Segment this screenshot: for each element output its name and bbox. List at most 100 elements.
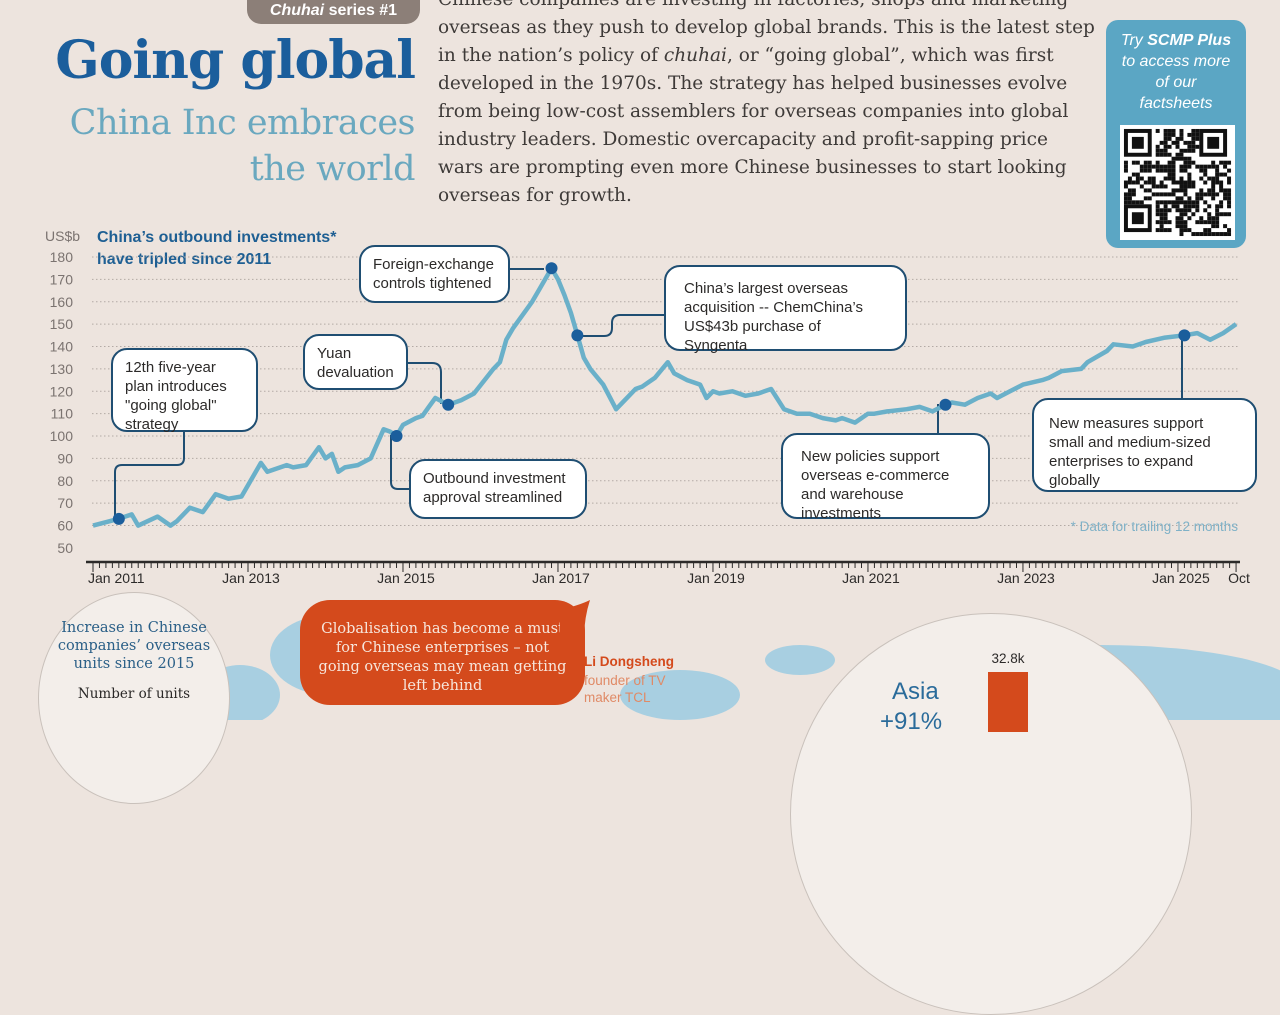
qr-module <box>1147 188 1152 193</box>
qr-module <box>1175 204 1180 209</box>
qr-module <box>1171 200 1176 205</box>
qr-module <box>1215 232 1220 237</box>
qr-module <box>1135 180 1140 185</box>
qr-module <box>1155 220 1160 225</box>
qr-module <box>1147 196 1152 201</box>
qr-module <box>1159 224 1164 229</box>
qr-module <box>1175 200 1180 205</box>
qr-module <box>1227 192 1232 197</box>
qr-module <box>1187 204 1192 209</box>
qr-module <box>1191 232 1196 237</box>
qr-module <box>1211 180 1216 185</box>
y-tick-label: 80 <box>57 473 73 489</box>
annotation-sme: New measures support small and medium-si… <box>1032 398 1257 492</box>
qr-module <box>1163 140 1168 145</box>
qr-module <box>1207 216 1212 221</box>
qr-module <box>1123 196 1128 201</box>
qr-finder <box>1123 128 1152 157</box>
qr-module <box>1171 160 1176 165</box>
qr-module <box>1155 152 1160 157</box>
qr-module <box>1195 164 1200 169</box>
qr-module <box>1131 180 1136 185</box>
qr-module <box>1131 172 1136 177</box>
annotation-syngenta: China’s largest overseas acquisition -- … <box>664 265 907 354</box>
x-tick-label: Jan 2013 <box>222 570 280 586</box>
qr-module <box>1167 200 1172 205</box>
qr-module <box>1155 192 1160 197</box>
qr-module <box>1171 168 1176 173</box>
qr-module <box>1195 220 1200 225</box>
qr-module <box>1227 212 1232 217</box>
qr-module <box>1219 212 1224 217</box>
qr-finder <box>1207 136 1220 149</box>
qr-module <box>1187 164 1192 169</box>
qr-module <box>1211 220 1216 225</box>
qr-module <box>1191 128 1196 133</box>
qr-module <box>1167 152 1172 157</box>
qr-module <box>1187 216 1192 221</box>
qr-module <box>1171 128 1176 133</box>
qr-module <box>1183 156 1188 161</box>
qr-module <box>1127 188 1132 193</box>
intro-line: developed in the 1970s. The strategy has… <box>438 73 1068 94</box>
quote-bubble: Globalisation has become a must for Chin… <box>300 600 585 705</box>
qr-code-icon[interactable] <box>1120 125 1235 240</box>
qr-module <box>1143 168 1148 173</box>
qr-module <box>1175 156 1180 161</box>
qr-module <box>1167 164 1172 169</box>
qr-module <box>1215 164 1220 169</box>
qr-module <box>1223 188 1228 193</box>
qr-module <box>1199 176 1204 181</box>
qr-module <box>1211 188 1216 193</box>
qr-module <box>1163 164 1168 169</box>
qr-module <box>1123 168 1128 173</box>
qr-module <box>1195 232 1200 237</box>
qr-module <box>1219 184 1224 189</box>
scmp-plus-promo[interactable]: Try SCMP Plus to access more of our fact… <box>1106 20 1246 248</box>
qr-module <box>1179 188 1184 193</box>
qr-module <box>1159 148 1164 153</box>
qr-module <box>1159 180 1164 185</box>
y-tick-label: 50 <box>57 540 73 556</box>
qr-module <box>1207 220 1212 225</box>
qr-module <box>1123 164 1128 169</box>
qr-finder <box>1131 136 1144 149</box>
annotation-markers <box>112 262 1191 525</box>
units-increase-circle: Increase in Chinese companies’ overseas … <box>38 592 230 804</box>
qr-module <box>1123 160 1128 165</box>
intro-line: overseas for growth. <box>438 185 632 206</box>
y-tick-label: 90 <box>57 450 73 466</box>
qr-module <box>1227 160 1232 165</box>
y-tick-label: 100 <box>50 428 74 444</box>
qr-module <box>1167 144 1172 149</box>
qr-module <box>1167 132 1172 137</box>
connector-line <box>390 435 409 490</box>
y-tick-label: 120 <box>50 383 74 399</box>
connector-line <box>573 314 664 337</box>
map-landmass <box>620 670 740 720</box>
qr-module <box>1179 128 1184 133</box>
qr-module <box>1191 180 1196 185</box>
qr-module <box>1203 168 1208 173</box>
y-tick-label: 180 <box>50 249 74 265</box>
qr-module <box>1159 152 1164 157</box>
qr-module <box>1179 136 1184 141</box>
qr-module <box>1167 220 1172 225</box>
x-tick-label: Jan 2019 <box>687 570 745 586</box>
series-tag-rest: series #1 <box>324 2 398 19</box>
qr-module <box>1171 180 1176 185</box>
qr-module <box>1223 232 1228 237</box>
qr-module <box>1183 192 1188 197</box>
qr-module <box>1187 176 1192 181</box>
y-axis: 50 60 70 80 90 100 110 120 130 140 150 160 170 180 <box>50 249 74 556</box>
qr-module <box>1155 128 1160 133</box>
qr-module <box>1187 172 1192 177</box>
qr-module <box>1163 176 1168 181</box>
qr-module <box>1195 208 1200 213</box>
qr-module <box>1179 152 1184 157</box>
qr-module <box>1211 176 1216 181</box>
qr-module <box>1183 160 1188 165</box>
qr-module <box>1199 168 1204 173</box>
promo-try: Try <box>1120 32 1148 49</box>
annotation-marker <box>939 398 952 411</box>
